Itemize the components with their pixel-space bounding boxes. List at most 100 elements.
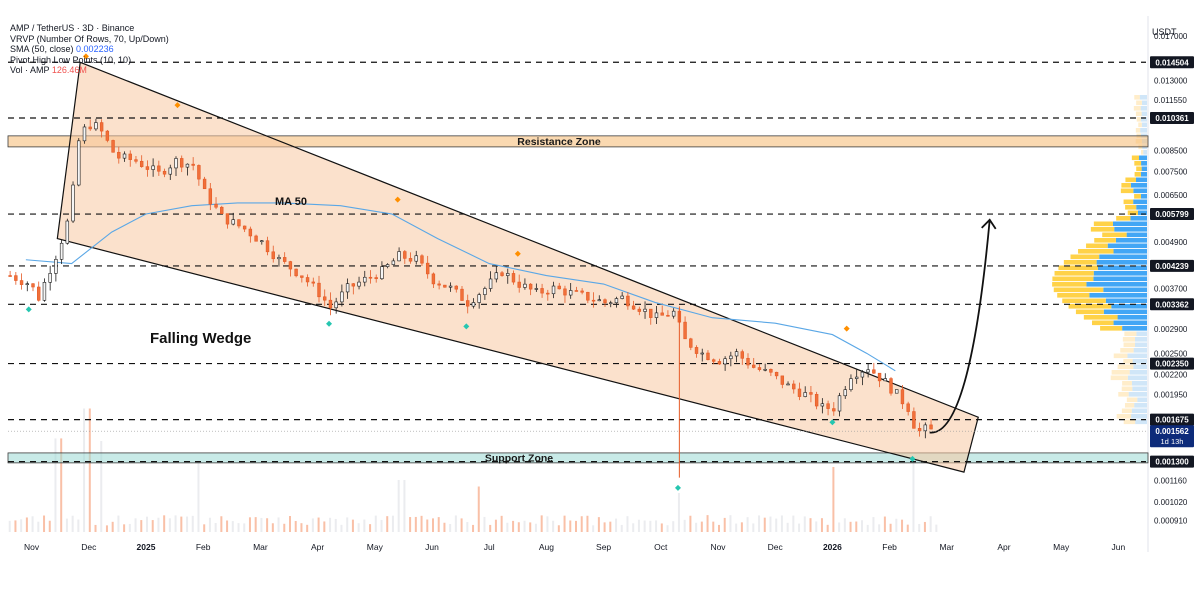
candle-body[interactable]: [472, 303, 475, 307]
candle-body[interactable]: [644, 309, 647, 311]
legend-pivots[interactable]: Pivot High Low Points (10, 10): [10, 55, 169, 66]
candle-body[interactable]: [386, 265, 389, 267]
candle-body[interactable]: [764, 369, 767, 370]
candle-body[interactable]: [123, 154, 126, 158]
candle-body[interactable]: [861, 372, 864, 377]
candle-body[interactable]: [729, 356, 732, 359]
candle-body[interactable]: [689, 339, 692, 348]
candle-body[interactable]: [421, 256, 424, 263]
candle-body[interactable]: [535, 288, 538, 289]
candle-body[interactable]: [810, 392, 813, 394]
candle-body[interactable]: [192, 164, 195, 165]
candle-body[interactable]: [489, 279, 492, 289]
candle-body[interactable]: [32, 284, 35, 287]
candle-body[interactable]: [495, 273, 498, 279]
candle-body[interactable]: [792, 384, 795, 389]
candle-body[interactable]: [243, 226, 246, 229]
candle-body[interactable]: [72, 185, 75, 221]
candle-body[interactable]: [895, 390, 898, 394]
candle-body[interactable]: [272, 252, 275, 259]
candle-body[interactable]: [707, 353, 710, 360]
candle-body[interactable]: [701, 353, 704, 354]
candle-body[interactable]: [884, 379, 887, 381]
candle-body[interactable]: [278, 257, 281, 258]
candle-body[interactable]: [129, 154, 132, 160]
candle-body[interactable]: [232, 220, 235, 224]
candle-body[interactable]: [615, 299, 618, 303]
candle-body[interactable]: [741, 352, 744, 359]
candle-body[interactable]: [638, 309, 641, 311]
candle-body[interactable]: [369, 277, 372, 278]
candle-body[interactable]: [432, 274, 435, 284]
candle-body[interactable]: [890, 379, 893, 394]
candle-body[interactable]: [712, 360, 715, 362]
candle-body[interactable]: [872, 370, 875, 373]
candle-body[interactable]: [575, 290, 578, 291]
candle-body[interactable]: [152, 166, 155, 170]
candle-body[interactable]: [649, 309, 652, 317]
candle-body[interactable]: [672, 311, 675, 316]
candle-body[interactable]: [37, 287, 40, 300]
candle-body[interactable]: [718, 361, 721, 364]
candle-body[interactable]: [346, 284, 349, 292]
candle-body[interactable]: [598, 300, 601, 301]
candle-body[interactable]: [524, 284, 527, 287]
candle-body[interactable]: [283, 257, 286, 261]
candle-body[interactable]: [781, 376, 784, 385]
candle-body[interactable]: [821, 404, 824, 406]
candle-body[interactable]: [266, 241, 269, 252]
candle-body[interactable]: [100, 123, 103, 132]
candle-body[interactable]: [918, 428, 921, 430]
candle-body[interactable]: [329, 300, 332, 308]
legend-vrvp[interactable]: VRVP (Number Of Rows, 70, Up/Down): [10, 34, 169, 45]
candle-body[interactable]: [632, 306, 635, 309]
candle-body[interactable]: [163, 171, 166, 174]
candle-body[interactable]: [455, 286, 458, 289]
candle-body[interactable]: [844, 390, 847, 396]
candle-body[interactable]: [318, 283, 321, 297]
candle-body[interactable]: [787, 384, 790, 385]
candle-body[interactable]: [466, 301, 469, 307]
candle-body[interactable]: [352, 284, 355, 286]
candle-body[interactable]: [581, 291, 584, 292]
candle-body[interactable]: [501, 273, 504, 276]
candle-body[interactable]: [867, 370, 870, 372]
candle-body[interactable]: [20, 281, 23, 285]
candle-body[interactable]: [907, 404, 910, 412]
legend-sma[interactable]: SMA (50, close) 0.002236: [10, 44, 169, 55]
candle-body[interactable]: [483, 289, 486, 295]
candle-body[interactable]: [552, 286, 555, 294]
candle-body[interactable]: [323, 297, 326, 300]
candle-body[interactable]: [838, 396, 841, 411]
candle-body[interactable]: [392, 261, 395, 265]
candle-body[interactable]: [14, 276, 17, 281]
candle-body[interactable]: [255, 236, 258, 241]
candle-body[interactable]: [66, 221, 69, 243]
candle-body[interactable]: [77, 141, 80, 185]
candle-body[interactable]: [157, 166, 160, 171]
candle-body[interactable]: [220, 207, 223, 213]
candle-body[interactable]: [912, 412, 915, 429]
candle-body[interactable]: [684, 322, 687, 339]
candle-body[interactable]: [238, 220, 241, 226]
candle-body[interactable]: [375, 278, 378, 279]
candle-body[interactable]: [758, 368, 761, 370]
candle-body[interactable]: [203, 179, 206, 189]
candle-body[interactable]: [449, 286, 452, 287]
candle-body[interactable]: [169, 168, 172, 174]
candle-body[interactable]: [546, 293, 549, 294]
candle-body[interactable]: [415, 256, 418, 261]
candle-body[interactable]: [752, 365, 755, 368]
candle-body[interactable]: [363, 277, 366, 282]
candle-body[interactable]: [512, 273, 515, 282]
candle-body[interactable]: [226, 214, 229, 224]
candle-body[interactable]: [798, 389, 801, 397]
candle-body[interactable]: [850, 379, 853, 390]
candle-body[interactable]: [112, 140, 115, 152]
candle-body[interactable]: [300, 276, 303, 278]
candle-body[interactable]: [215, 204, 218, 207]
candle-body[interactable]: [312, 282, 315, 283]
candle-body[interactable]: [340, 292, 343, 302]
candle-body[interactable]: [89, 127, 92, 129]
candle-body[interactable]: [209, 189, 212, 204]
